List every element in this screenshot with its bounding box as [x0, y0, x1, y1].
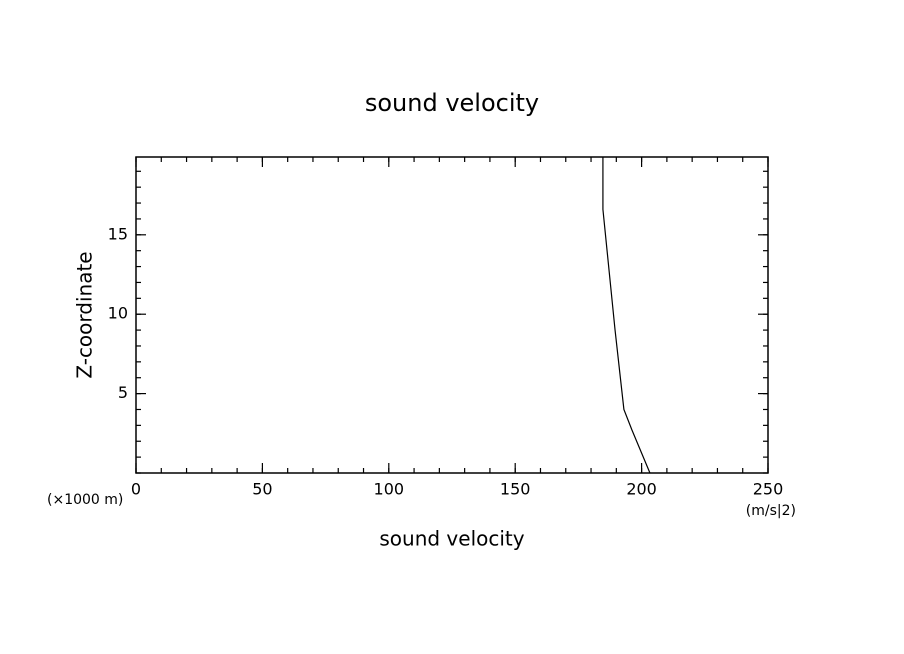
x-tick-label: 100 — [374, 480, 405, 499]
x-tick-label: 250 — [753, 480, 784, 499]
chart-title: sound velocity — [365, 89, 539, 117]
y-tick-label: 15 — [108, 224, 128, 243]
x-tick-label: 0 — [131, 480, 141, 499]
x-tick-label: 200 — [626, 480, 657, 499]
y-tick-label: 5 — [118, 383, 128, 402]
x-axis-label: sound velocity — [379, 527, 524, 551]
data-line — [602, 157, 651, 474]
x-unit: (m/s|2) — [746, 503, 796, 519]
y-tick-label: 10 — [108, 304, 128, 323]
x-tick-label: 150 — [500, 480, 531, 499]
y-unit: (×1000 m) — [47, 492, 123, 508]
plot-frame — [135, 156, 769, 474]
x-tick-label: 50 — [252, 480, 272, 499]
y-axis-label: Z-coordinate — [73, 251, 97, 378]
